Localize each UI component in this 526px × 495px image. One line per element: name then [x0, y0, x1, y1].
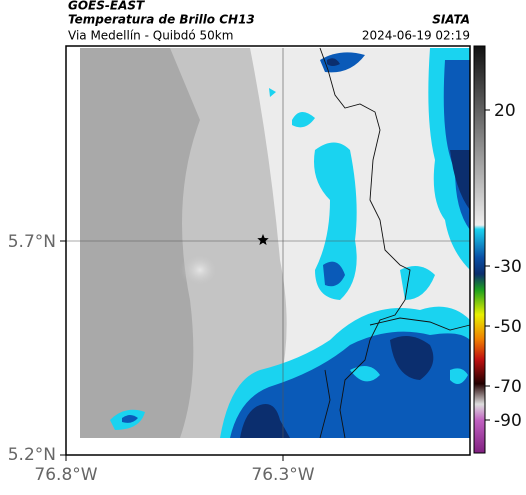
lat-label: 5.7°N: [8, 232, 56, 252]
axes: 5.7°N 5.2°N 76.8°W 76.3°W: [8, 232, 315, 485]
product: Temperatura de Brillo CH13: [68, 13, 255, 27]
colorbar-tick-label: 20: [494, 101, 516, 121]
source: SIATA: [432, 13, 470, 27]
colorbar-tick-label: -70: [494, 377, 522, 397]
colorbar-tick-label: -90: [494, 411, 522, 431]
header: GOES-EAST Temperatura de Brillo CH13 SIA…: [68, 0, 470, 43]
region: Via Medellín - Quibdó 50km: [68, 29, 233, 43]
lon-label: 76.3°W: [251, 465, 314, 485]
colorbar: 20 -30 -50 -70 -90: [473, 45, 522, 454]
colorbar-tick-label: -30: [494, 257, 522, 277]
colorbar-tick-label: -50: [494, 317, 522, 337]
timestamp: 2024-06-19 02:19: [362, 29, 470, 43]
map: [65, 45, 471, 456]
satellite: GOES-EAST: [68, 0, 145, 13]
lat-label: 5.2°N: [8, 445, 56, 465]
lon-label: 76.8°W: [34, 465, 97, 485]
